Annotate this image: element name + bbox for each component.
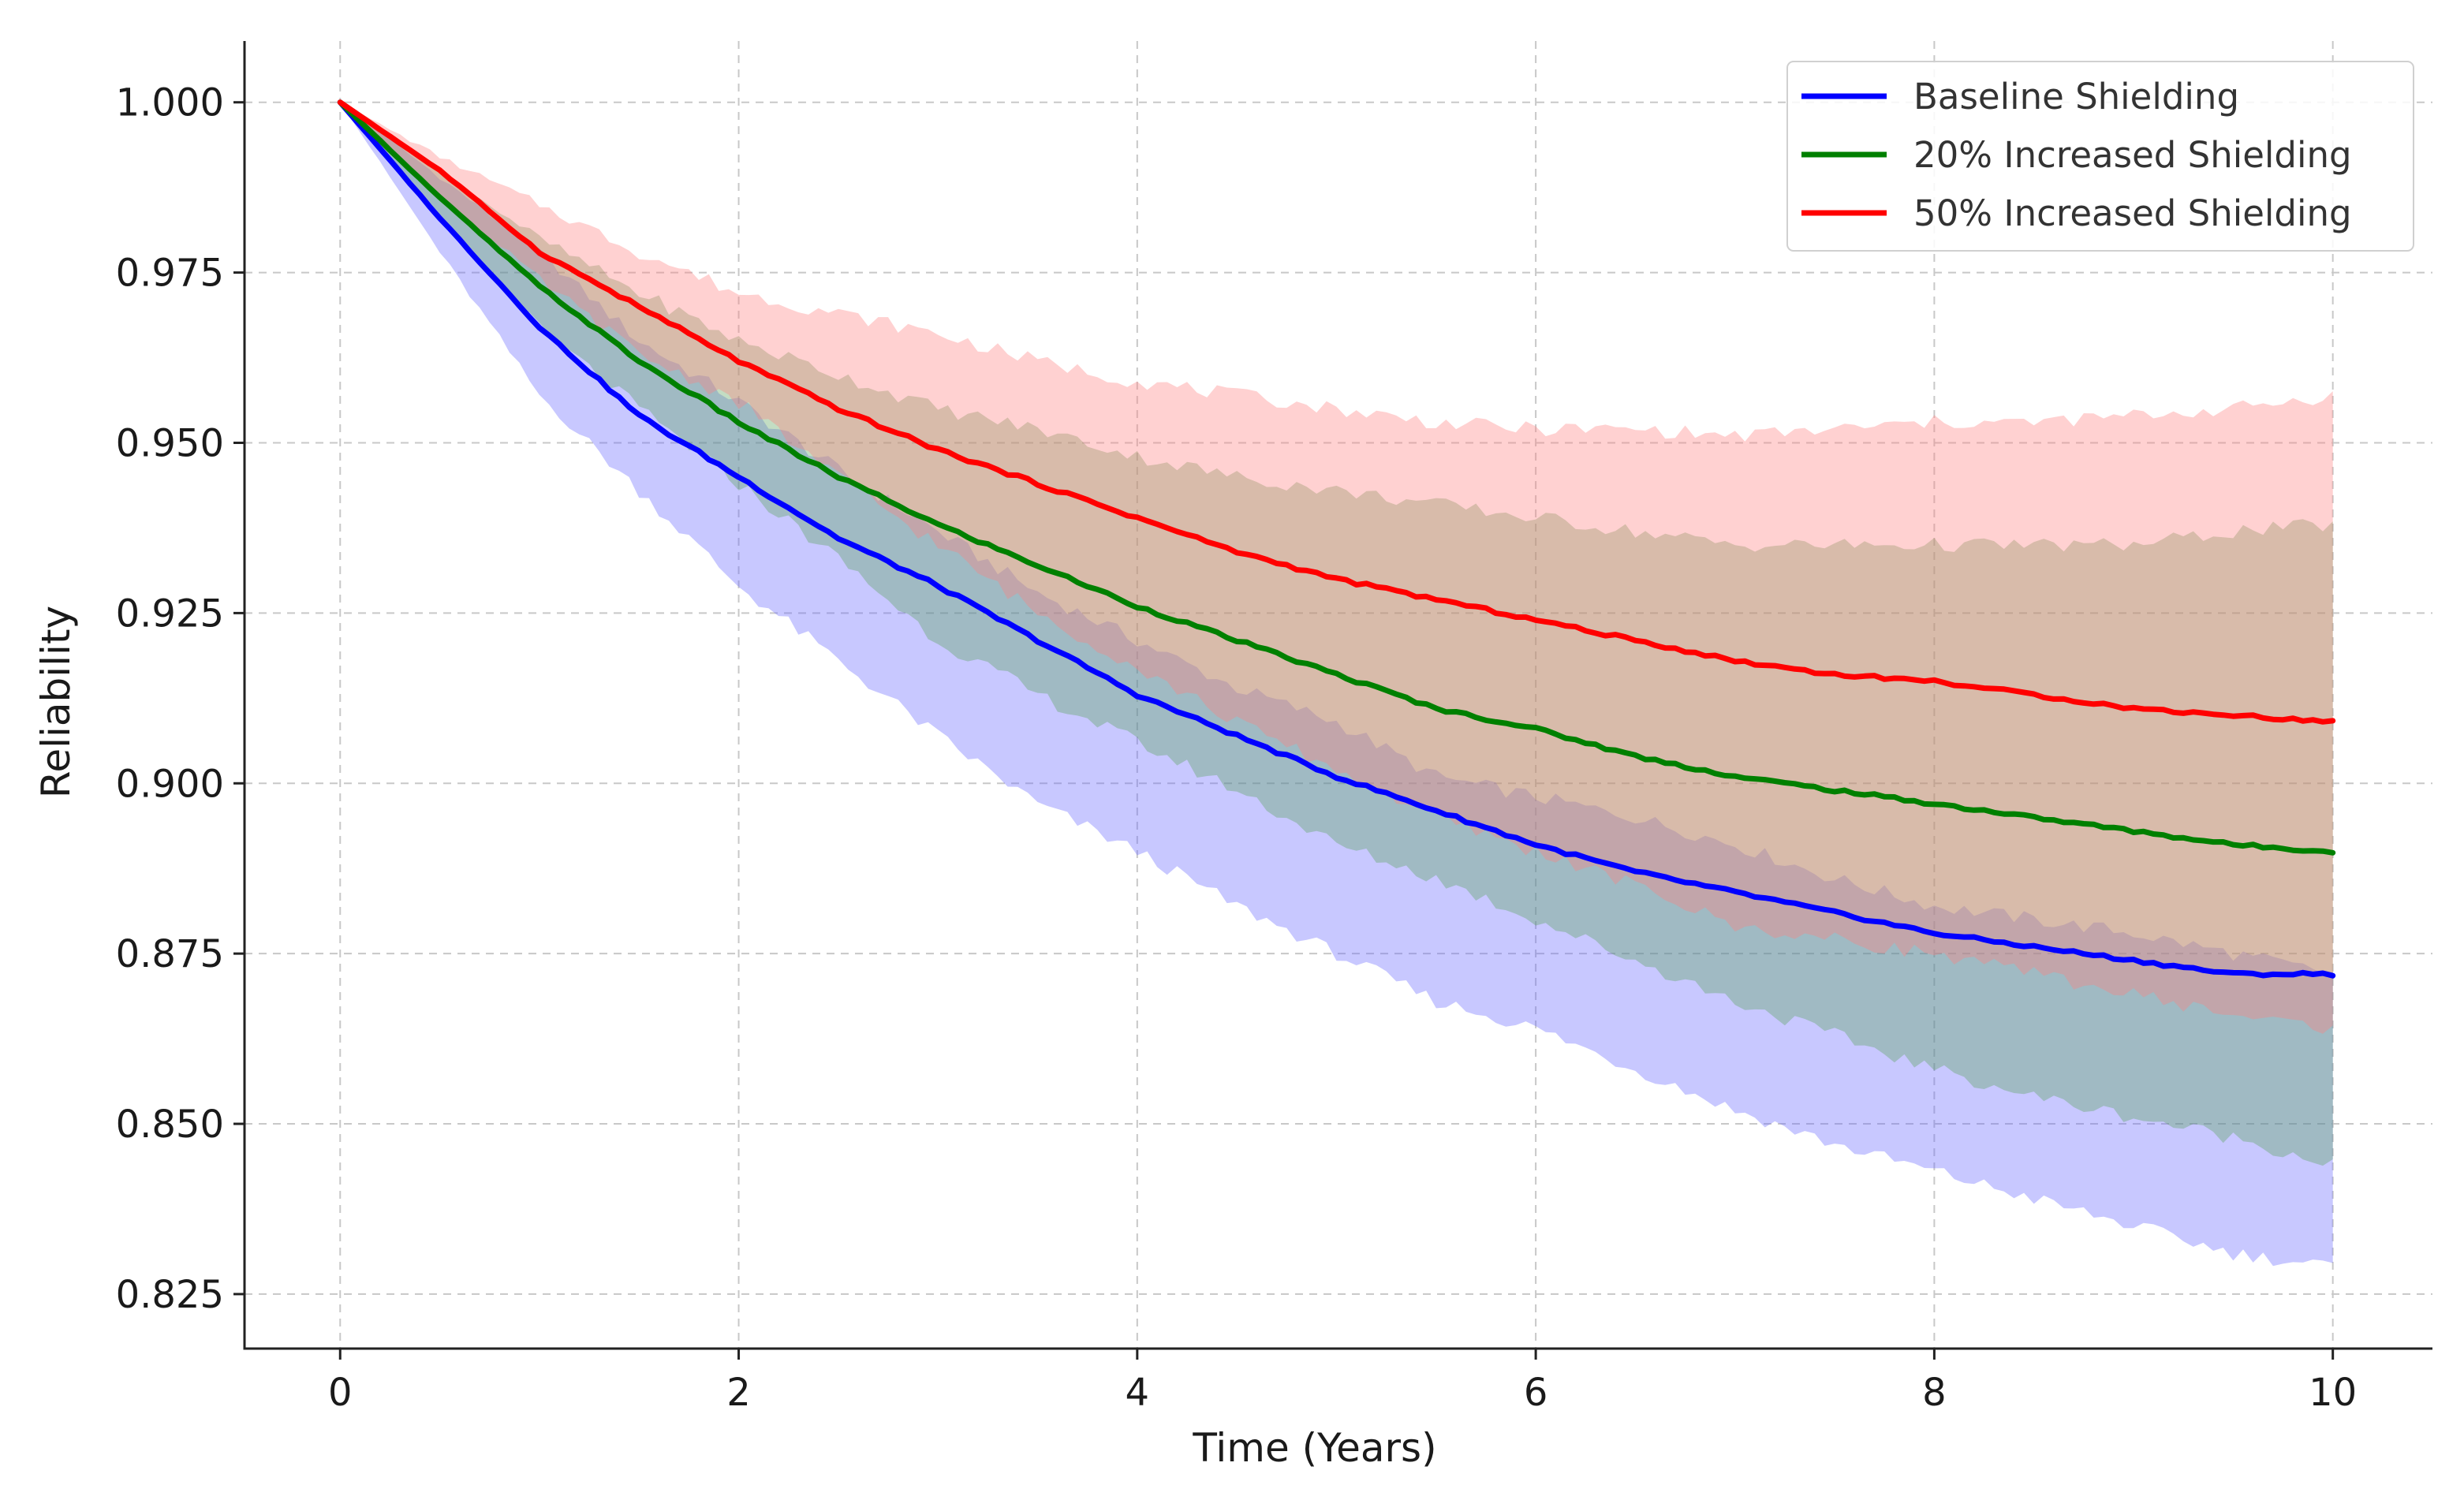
x-tick-label: 6 — [1524, 1371, 1548, 1415]
y-tick-label: 0.850 — [116, 1103, 224, 1147]
series-line-0 — [337, 99, 2336, 979]
y-tick-label: 0.900 — [116, 762, 224, 806]
legend-label: 20% Increased Shielding — [1913, 134, 2352, 176]
x-tick-label: 10 — [2309, 1371, 2357, 1415]
x-axis-label: Time (Years) — [1192, 1425, 1436, 1471]
grid — [245, 41, 2432, 1349]
x-tick-label: 4 — [1126, 1371, 1150, 1415]
x-tick-label: 8 — [1922, 1371, 1947, 1415]
legend: Baseline Shielding 20% Increased Shieldin… — [1786, 61, 2414, 252]
y-axis-label: Reliability — [33, 606, 79, 798]
x-tick-label: 2 — [726, 1371, 751, 1415]
y-tick-label: 0.825 — [116, 1273, 224, 1317]
y-tick-label: 0.950 — [116, 421, 224, 465]
axis-spines — [243, 41, 2432, 1350]
series-line-2 — [337, 99, 2336, 725]
band-2 — [340, 102, 2333, 1034]
legend-label: Baseline Shielding — [1913, 76, 2239, 118]
series-lines — [337, 99, 2336, 979]
y-tick-label: 1.000 — [116, 81, 224, 125]
band-0 — [340, 102, 2333, 1267]
legend-label: 50% Increased Shielding — [1913, 192, 2352, 234]
y-tick-label: 0.875 — [116, 932, 224, 976]
y-tick-label: 0.975 — [116, 252, 224, 296]
legend-box — [1786, 61, 2414, 252]
series-line-1 — [337, 99, 2336, 856]
x-tick-label: 0 — [328, 1371, 353, 1415]
band-1 — [340, 102, 2333, 1166]
confidence-bands — [340, 102, 2333, 1267]
axes: 0 2 4 6 8 10 0.825 0.850 0.875 0.900 0.925 0.950 0.9… — [33, 41, 2432, 1471]
y-tick-label: 0.925 — [116, 591, 224, 636]
